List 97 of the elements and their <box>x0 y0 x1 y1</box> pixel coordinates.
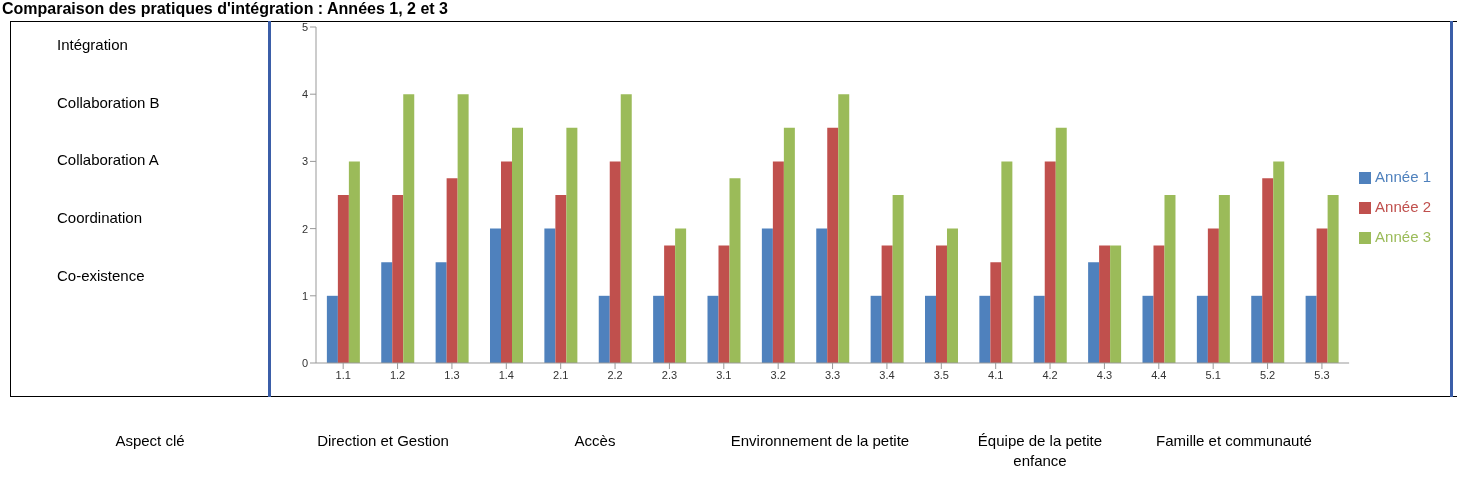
bar <box>761 228 773 363</box>
y-tick-label: 0 <box>301 356 308 369</box>
text: Intégration <box>57 36 128 53</box>
bar <box>1262 178 1274 363</box>
bar <box>707 295 719 363</box>
bar <box>1327 195 1339 363</box>
bar <box>946 228 958 363</box>
bar <box>664 245 676 363</box>
bar <box>403 94 415 363</box>
bar <box>620 94 632 363</box>
bar <box>544 228 556 363</box>
bar <box>1316 228 1328 363</box>
bar <box>979 295 991 363</box>
x-tick-label: 3.5 <box>933 368 949 381</box>
bar <box>783 127 795 363</box>
bar <box>598 295 610 363</box>
bar <box>870 295 882 363</box>
legend-label: Année 2 <box>1375 198 1431 215</box>
text: Famille et communauté <box>1155 431 1313 451</box>
bar <box>816 228 828 363</box>
text: Collaboration B <box>57 94 160 111</box>
bar <box>1033 295 1045 363</box>
bar <box>1153 245 1165 363</box>
text: Équipe de la petite enfance <box>976 431 1104 471</box>
bar <box>490 228 501 363</box>
bar <box>892 195 904 363</box>
text: Coordination <box>57 209 143 226</box>
x-tick-label: 2.3 <box>661 368 678 381</box>
x-tick-label: 2.2 <box>607 368 623 381</box>
bar <box>512 127 523 363</box>
x-tick-label: 4.1 <box>988 368 1004 381</box>
x-tick-label: 1.2 <box>389 368 406 381</box>
bar <box>1099 245 1111 363</box>
x-tick-label: 4.4 <box>1151 368 1167 381</box>
bar <box>326 295 338 363</box>
x-tick-label: 1.1 <box>335 368 351 381</box>
y-tick-label: 2 <box>301 222 308 235</box>
bar <box>772 161 784 363</box>
bar <box>1055 127 1067 363</box>
x-tick-label: 3.1 <box>716 368 732 381</box>
bar <box>653 295 665 363</box>
text: Direction et Gestion <box>316 431 450 451</box>
text: Environnement de la petite <box>730 431 910 451</box>
bar <box>501 161 512 363</box>
bar <box>827 127 839 363</box>
x-tick-label: 3.2 <box>770 368 786 381</box>
bar <box>1305 295 1317 363</box>
text: Aspect clé <box>114 431 186 451</box>
bar <box>990 262 1002 363</box>
x-tick-label: 3.3 <box>824 368 841 381</box>
bar <box>1001 161 1013 363</box>
bar <box>566 127 578 363</box>
bar <box>1044 161 1056 363</box>
bar <box>609 161 621 363</box>
bar <box>1273 161 1285 363</box>
x-tick-label: 1.4 <box>498 368 514 381</box>
x-tick-label: 1.3 <box>444 368 460 381</box>
x-tick-label: 4.2 <box>1042 368 1058 381</box>
bar <box>1218 195 1230 363</box>
x-tick-label: 4.3 <box>1096 368 1113 381</box>
bar <box>935 245 947 363</box>
bar <box>1251 295 1263 363</box>
y-tick-label: 3 <box>301 155 308 168</box>
text: Collaboration A <box>57 151 159 168</box>
bar <box>881 245 893 363</box>
bar <box>1164 195 1176 363</box>
bar <box>838 94 850 363</box>
y-tick-label: 1 <box>301 289 308 302</box>
bar <box>555 195 567 363</box>
chart-title: Comparaison des pratiques d'intégration : Années 1, 2 et 3 <box>2 0 448 18</box>
bar <box>675 228 687 363</box>
bar <box>348 161 360 363</box>
bar <box>457 94 469 363</box>
text: Co-existence <box>57 267 145 284</box>
bar <box>729 178 741 363</box>
bar <box>1196 295 1208 363</box>
bar <box>381 262 393 363</box>
legend-label: Année 3 <box>1375 228 1431 245</box>
bar <box>435 262 447 363</box>
bar <box>392 195 404 363</box>
bar <box>924 295 936 363</box>
text: Accès <box>573 431 617 451</box>
legend-label: Année 1 <box>1375 168 1431 185</box>
x-tick-label: 5.2 <box>1259 368 1276 381</box>
y-tick-label: 5 <box>301 20 308 33</box>
x-tick-label: 5.3 <box>1314 368 1330 381</box>
bar <box>1142 295 1154 363</box>
bar <box>1110 245 1122 363</box>
bar <box>1207 228 1219 363</box>
y-tick-label: 4 <box>301 88 308 101</box>
bar <box>1088 262 1100 363</box>
bar <box>446 178 458 363</box>
x-tick-label: 2.1 <box>553 368 569 381</box>
x-tick-label: 3.4 <box>879 368 895 381</box>
x-tick-label: 5.1 <box>1205 368 1221 381</box>
bar <box>337 195 349 363</box>
bar <box>718 245 730 363</box>
